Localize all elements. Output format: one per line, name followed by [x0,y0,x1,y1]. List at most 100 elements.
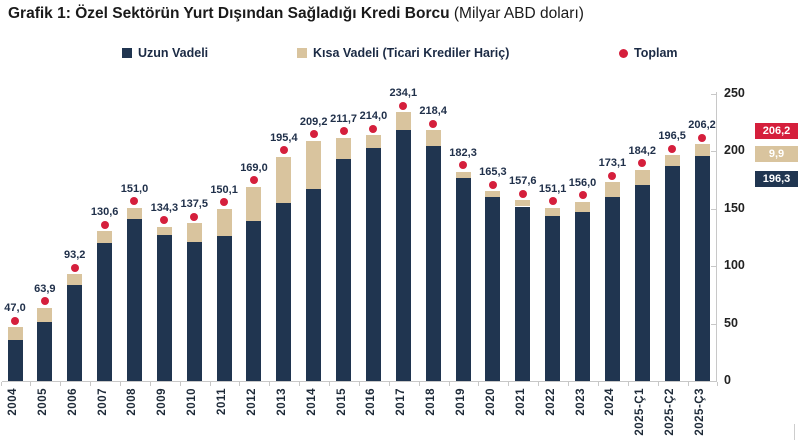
bar-2018-kisa-vadeli [425,130,441,146]
toplam-marker-2023 [578,191,587,200]
callout-total-value: 206,2 [755,123,798,139]
bar-2005-uzun-vadeli [37,322,53,381]
toplam-value-label-2025-Ç1: 184,2 [628,144,657,157]
bar-2008-kisa-vadeli [126,207,142,220]
bar-2022-uzun-vadeli [545,215,561,381]
bar-2006-kisa-vadeli [67,274,83,285]
x-tick [508,382,510,386]
toplam-marker-2006 [70,263,79,272]
toplam-marker-2013 [279,146,288,155]
x-axis-label-2019: 2019 [455,388,468,416]
chart-title-unit: (Milyar ABD doları) [453,5,584,22]
x-tick [358,382,360,386]
toplam-marker-2007 [100,220,109,229]
y-tick [711,208,716,210]
toplam-value-label-2007: 130,6 [90,206,119,219]
x-tick [717,382,719,386]
bar-2023-uzun-vadeli [575,211,591,381]
bar-2017-kisa-vadeli [395,112,411,130]
x-tick [149,382,151,386]
bar-2025-Ç3-kisa-vadeli [694,144,710,156]
toplam-value-label-2008: 151,0 [120,182,149,195]
bar-2024-uzun-vadeli [604,197,620,381]
toplam-marker-2012 [249,176,258,185]
bar-2004-kisa-vadeli [7,327,23,340]
bar-2025-Ç3-uzun-vadeli [694,155,710,381]
legend-item-kisa-vadeli: Kısa Vadeli (Ticari Krediler Hariç) [297,46,509,60]
toplam-value-label-2025-Ç2: 196,5 [658,130,686,143]
x-tick [597,382,599,386]
bar-2012-uzun-vadeli [246,221,262,381]
bar-2019-kisa-vadeli [455,171,471,178]
bar-2006-uzun-vadeli [67,284,83,381]
toplam-value-label-2021: 157,6 [509,175,537,188]
x-axis-label-2017: 2017 [395,388,408,416]
bar-2009-uzun-vadeli [156,235,172,381]
bar-2025-Ç1-uzun-vadeli [634,184,650,381]
x-tick [329,382,331,386]
x-axis-label-2025-Ç3: 2025-Ç3 [694,388,706,436]
toplam-value-label-2017: 234,1 [389,87,418,100]
x-axis-label-2007: 2007 [96,388,109,416]
x-tick [448,382,450,386]
x-axis-label-2015: 2015 [335,388,348,416]
toplam-marker-2016 [369,124,378,133]
bar-2020-kisa-vadeli [485,191,501,198]
toplam-marker-2025-Ç3 [698,133,706,142]
bar-2008-uzun-vadeli [126,219,142,381]
chart-title-main: Grafik 1: Özel Sektörün Yurt Dışından Sa… [8,5,450,22]
chart-title: Grafik 1: Özel Sektörün Yurt Dışından Sa… [8,5,584,23]
toplam-value-label-2016: 214,0 [359,110,388,123]
bar-2007-uzun-vadeli [97,243,113,381]
y-tick-label: 50 [724,315,738,330]
bar-2018-uzun-vadeli [425,145,441,381]
y-tick [711,323,716,325]
x-axis-label-2005: 2005 [36,388,49,416]
x-tick [60,382,62,386]
toplam-marker-2008 [130,197,139,206]
bar-2023-kisa-vadeli [575,201,591,212]
x-axis-label-2025-Ç2: 2025-Ç2 [664,388,677,436]
x-axis-label-2011: 2011 [216,388,229,415]
y-tick-label: 100 [724,258,745,273]
y-tick-label: 150 [724,200,745,215]
y-tick [711,381,716,382]
toplam-marker-2015 [339,127,348,136]
toplam-value-label-2011: 150,1 [210,183,238,196]
legend-label-uzun-vadeli: Uzun Vadeli [138,46,209,60]
x-axis-label-2013: 2013 [275,388,288,416]
toplam-value-label-2023: 156,0 [568,176,597,189]
toplam-value-label-2004: 47,0 [4,302,26,315]
x-tick [239,382,241,386]
x-axis-label-2004: 2004 [7,388,19,416]
bar-2014-kisa-vadeli [306,140,322,190]
callout-short-term-value: 9,9 [755,146,798,162]
bar-2011-uzun-vadeli [216,235,232,381]
legend-swatch-square-navy [122,48,132,58]
legend-item-uzun-vadeli: Uzun Vadeli [122,46,208,60]
toplam-value-label-2025-Ç3: 206,2 [688,119,716,132]
legend-item-toplam: Toplam [619,46,678,60]
y-axis-line [716,92,717,381]
bar-2013-uzun-vadeli [276,203,292,381]
callout-long-term-value: 196,3 [755,171,798,187]
x-axis-label-2024: 2024 [604,388,617,416]
x-axis-label-2008: 2008 [126,388,139,416]
bar-2022-kisa-vadeli [545,207,561,216]
x-axis-label-2014: 2014 [305,388,318,416]
y-tick-label: 250 [724,86,745,100]
bar-2020-uzun-vadeli [485,197,501,381]
x-tick [657,382,659,386]
toplam-marker-2018 [429,119,438,128]
x-axis-label-2023: 2023 [574,388,587,416]
x-tick [179,382,181,386]
y-tick-label: 200 [724,143,745,158]
toplam-value-label-2022: 151,1 [538,182,567,195]
toplam-marker-2010 [190,212,199,221]
x-tick [627,382,629,386]
x-axis-label-2025-Ç1: 2025-Ç1 [634,388,647,436]
bar-2024-kisa-vadeli [604,182,620,198]
toplam-value-label-2005: 63,9 [34,282,56,295]
frame-edge-artifact [794,424,795,440]
